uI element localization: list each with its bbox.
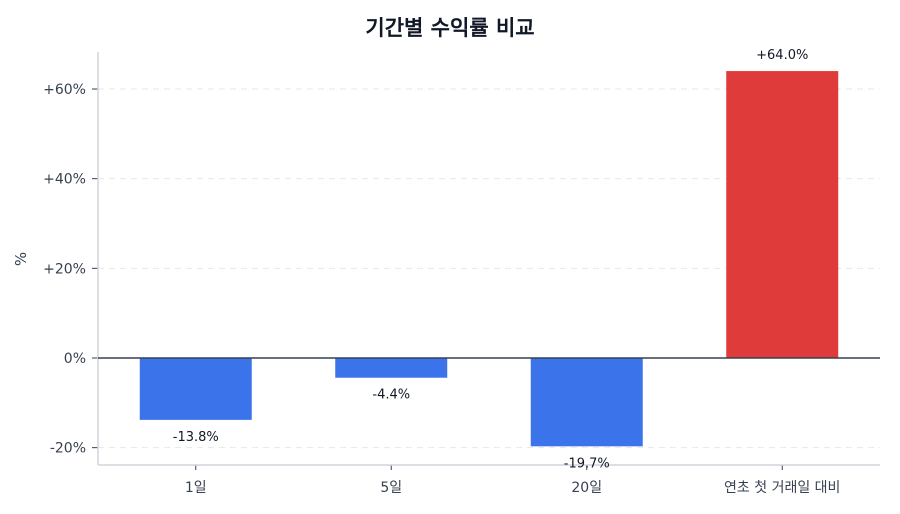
x-tick-label: 20일: [571, 480, 602, 496]
axes: -20% 0% +20% +40% +60% 1일 5일 20일 연초 첫 거래일 대비: [43, 52, 880, 496]
value-label: -19.7%: [564, 456, 610, 471]
chart-title: 기간별 수익률 비교: [365, 16, 535, 40]
bars: [139, 71, 839, 447]
x-tick-label: 연초 첫 거래일 대비: [724, 480, 840, 496]
y-tick-label: 0%: [64, 351, 86, 367]
value-label: -4.4%: [372, 388, 410, 403]
value-label: +64.0%: [756, 48, 808, 63]
value-labels: -13.8% -4.4% -19.7% +64.0%: [173, 48, 809, 471]
bar: [530, 358, 643, 447]
x-tick-label: 5일: [380, 480, 402, 496]
bar: [139, 358, 252, 420]
y-tick-label: +60%: [43, 82, 86, 98]
x-tick-label: 1일: [185, 480, 207, 496]
bar: [726, 71, 839, 359]
y-tick-label: +20%: [43, 261, 86, 277]
y-tick-label: -20%: [50, 441, 86, 457]
value-label: -13.8%: [173, 430, 219, 445]
bar: [335, 358, 448, 378]
y-tick-label: +40%: [43, 172, 86, 188]
